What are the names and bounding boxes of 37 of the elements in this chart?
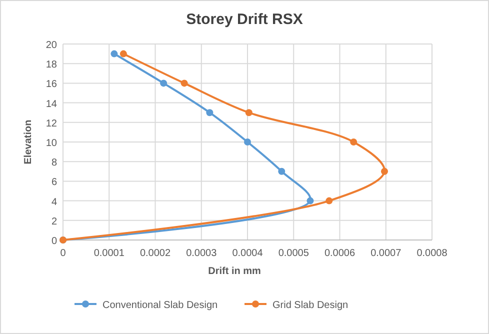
y-tick-label: 4 [51,196,58,208]
point [350,138,358,146]
point [180,80,188,87]
x-tick-label: 0.0006 [324,248,356,259]
y-tick-label: 20 [46,40,58,51]
y-tick-label: 16 [46,79,58,90]
legend-label: Grid Slab Design [272,300,348,311]
legend-label: Conventional Slab Design [102,300,218,311]
point [306,197,314,204]
chart-title: Storey Drift RSX [186,11,303,28]
x-tick-label: 0.0002 [140,248,171,259]
x-tick-label: 0.0008 [416,248,448,259]
point [120,50,127,58]
point [206,109,214,116]
x-tick-label: 0.0003 [186,248,218,259]
y-tick-label: 14 [46,98,58,110]
x-tick-label: 0 [60,248,66,259]
point [278,168,286,175]
x-axis-title: Drift in mm [208,266,261,277]
y-tick-label: 2 [51,216,58,228]
y-tick-label: 12 [46,118,58,130]
point [110,50,118,58]
x-tick-label: 0.0005 [278,248,310,259]
x-tick-label: 0.0007 [370,248,402,259]
y-tick-label: 8 [51,158,58,169]
point [244,138,251,146]
x-tick-label: 0.0001 [94,248,125,259]
y-tick-label: 6 [51,177,58,188]
point [326,197,333,204]
point [380,168,388,175]
point [245,109,252,116]
point [160,80,168,87]
y-tick-label: 0 [51,236,58,247]
y-axis-title: Elevation [23,120,34,164]
x-tick-label: 0.0004 [232,248,264,259]
y-tick-label: 18 [46,60,58,71]
y-tick-label: 10 [46,138,58,149]
